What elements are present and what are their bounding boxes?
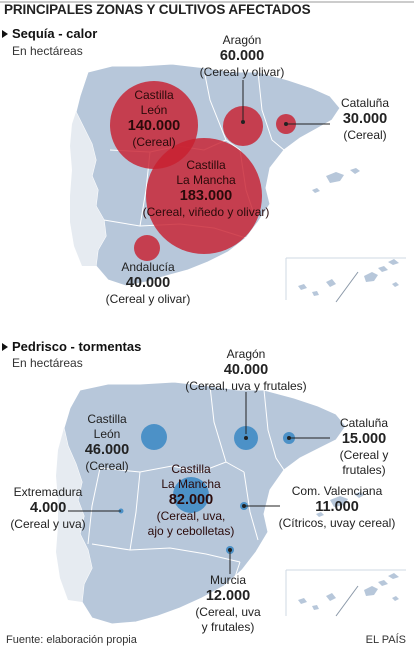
region-name: Cataluña [340,96,390,110]
region-name: Extremadura [13,485,83,499]
hail-label-murcia: Murcia 12.000 (Cereal, uva y frutales) [188,573,268,635]
region-crops: (Cereal y frutales) [339,448,389,477]
region-crops: (Cereal y uva) [10,517,86,531]
hail-label-aragon: Aragón 40.000 (Cereal, uva y frutales) [178,347,314,394]
drought-label-aragon: Aragón 60.000 (Cereal y olivar) [184,33,300,80]
hail-heading: Pedrisco - tormentas [2,339,141,354]
hail-heading-text: Pedrisco - tormentas [12,339,142,354]
hail-label-com-valenciana: Com. Valenciana 11.000 (Cítricos, uvay c… [272,484,402,531]
region-name: Cataluña [339,416,389,430]
region-crops: (Cereal) [85,459,129,473]
drought-leaders [242,80,330,125]
region-crops: (Cereal y olivar) [199,65,285,79]
drought-heading-text: Sequía - calor [12,26,98,41]
bubble-castilla-leon [141,424,167,450]
region-name: Castilla León [87,412,127,441]
region-name: Castilla León [134,88,174,117]
region-value: 60.000 [219,48,265,64]
top-rule [0,1,414,3]
region-value: 4.000 [30,500,67,516]
bubble-aragon [223,106,263,146]
region-borders [87,385,285,593]
region-value: 15.000 [341,431,387,447]
region-value: 40.000 [125,275,171,291]
hail-map [56,381,406,625]
region-value: 40.000 [223,362,269,378]
source-note: Fuente: elaboración propia [6,634,137,646]
page-title: PRINCIPALES ZONAS Y CULTIVOS AFECTADOS [4,2,311,17]
portugal-shape [70,112,106,266]
region-value: 30.000 [342,111,388,127]
region-crops: (Cereal y olivar) [105,292,191,306]
region-value: 12.000 [205,588,251,604]
drought-label-andalucia: Andalucía 40.000 (Cereal y olivar) [96,260,200,307]
hail-unit: En hectáreas [12,356,83,370]
bubble-castilla-la-mancha [173,477,209,513]
region-name: Castilla La Mancha [161,462,221,491]
balearic-islands [312,168,360,193]
hail-label-castilla-leon: Castilla León 46.000 (Cereal) [72,412,142,474]
hail-label-cataluna: Cataluña 15.000 (Cereal y frutales) [332,416,396,478]
drought-unit: En hectáreas [12,44,83,58]
balearic-islands [316,492,364,517]
region-value: 82.000 [168,492,214,508]
region-crops: (Cereal, uva y frutales) [185,379,307,393]
bullet-icon [2,30,8,38]
bubble-castilla-la-mancha [146,138,262,254]
region-crops: (Cereal) [132,135,176,149]
portugal-shape [56,428,92,602]
region-crops: (Cereal, uva y frutales) [195,605,261,634]
publisher-credit: EL PAÍS [365,634,406,646]
drought-label-castilla-la-mancha: Castilla La Mancha 183.000 (Cereal, viñe… [132,158,280,220]
drought-label-castilla-leon: Castilla León 140.000 (Cereal) [104,88,204,150]
drought-label-cataluna: Cataluña 30.000 (Cereal) [330,96,400,143]
region-name: Andalucía [121,260,175,274]
region-name: Aragón [222,33,262,47]
canary-islands-inset [285,569,406,617]
drought-map [70,63,406,303]
bullet-icon [2,343,8,351]
region-crops: (Cereal, viñedo y olivar) [142,205,270,219]
region-name: Murcia [209,573,246,587]
region-value: 183.000 [179,188,233,204]
region-crops: (Cereal, uva, ajo y cebolletas) [147,509,235,538]
region-value: 11.000 [315,499,359,515]
hail-label-extremadura: Extremadura 4.000 (Cereal y uva) [6,485,90,532]
region-name: Castilla La Mancha [176,158,236,187]
bubble-andalucia [134,235,160,261]
region-name: Aragón [226,347,266,361]
drought-heading: Sequía - calor [2,26,97,41]
canary-islands-inset [285,257,406,303]
region-value: 46.000 [84,442,130,458]
drought-leader-dots [241,120,288,126]
hail-leader-dots [228,436,291,552]
region-value: 140.000 [127,118,181,134]
region-name: Com. Valenciana [291,484,383,498]
region-crops: (Cereal) [343,128,387,142]
hail-label-castilla-la-mancha: Castilla La Mancha 82.000 (Cereal, uva, … [136,462,246,539]
region-crops: (Cítricos, uvay cereal) [278,516,396,530]
hail-leaders [68,392,330,574]
